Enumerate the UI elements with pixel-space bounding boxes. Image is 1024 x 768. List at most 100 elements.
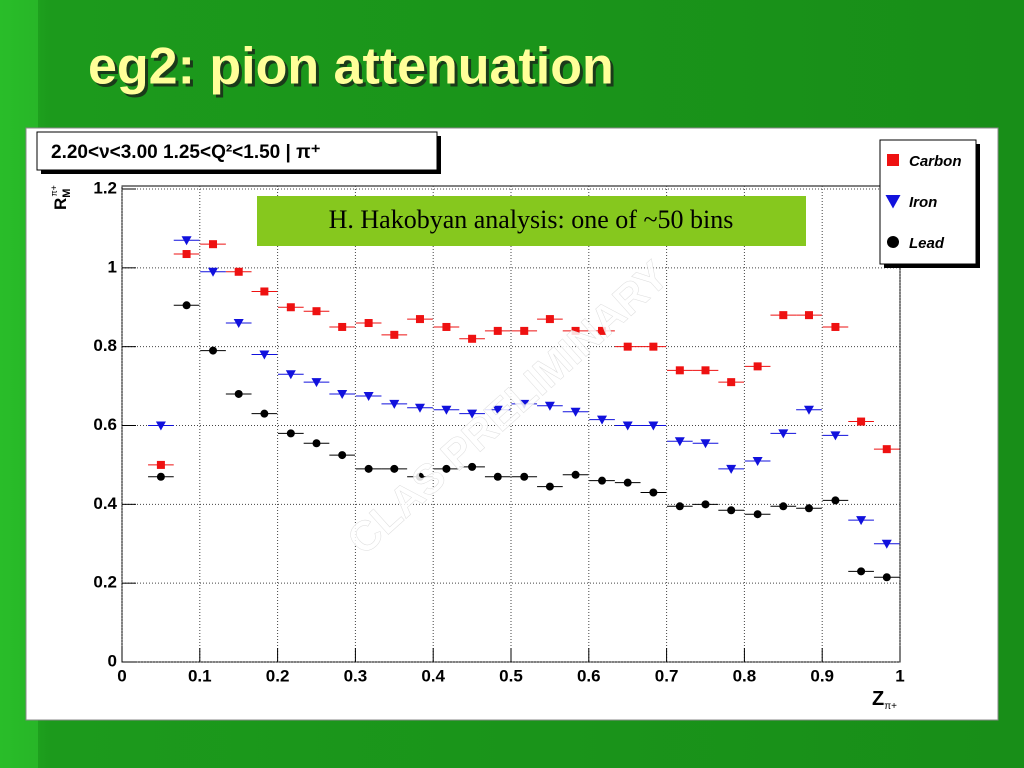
marker xyxy=(390,330,399,339)
marker xyxy=(209,346,218,355)
marker xyxy=(622,421,633,431)
marker xyxy=(597,415,608,425)
marker xyxy=(779,502,788,511)
marker xyxy=(752,456,763,466)
marker xyxy=(804,504,813,513)
marker xyxy=(570,407,581,417)
marker xyxy=(468,462,477,471)
marker xyxy=(830,431,841,441)
marker xyxy=(286,429,295,438)
marker xyxy=(571,326,580,335)
marker xyxy=(364,464,373,473)
marker xyxy=(468,334,477,343)
y-tick-label: 1.2 xyxy=(93,178,117,197)
x-tick-label: 1 xyxy=(895,666,904,685)
x-tick-label: 0.9 xyxy=(810,666,834,685)
legend-label: Carbon xyxy=(909,153,962,170)
marker xyxy=(415,472,424,481)
plot-layer xyxy=(121,186,901,663)
x-tick-label: 0.1 xyxy=(188,666,212,685)
marker xyxy=(701,500,710,509)
annotation-box xyxy=(257,196,806,246)
y-tick-label: 0.4 xyxy=(93,494,117,513)
marker xyxy=(492,405,503,415)
title-box xyxy=(36,131,438,171)
marker xyxy=(881,539,892,549)
marker xyxy=(156,472,165,481)
marker xyxy=(363,391,374,401)
legend-label: Lead xyxy=(909,235,945,252)
marker xyxy=(286,303,295,312)
marker xyxy=(415,315,424,324)
marker xyxy=(831,322,840,331)
marker xyxy=(545,482,554,491)
marker xyxy=(312,439,321,448)
chart-title: 2.20<ν<3.00 1.25<Q²<1.50 | π⁺ xyxy=(51,142,321,163)
x-tick-label: 0.8 xyxy=(733,666,757,685)
marker xyxy=(571,470,580,479)
marker xyxy=(182,250,191,259)
marker xyxy=(442,322,451,331)
marker xyxy=(493,472,502,481)
y-tick-label: 0.6 xyxy=(93,415,117,434)
marker xyxy=(882,573,891,582)
legend-label: Iron xyxy=(909,194,937,211)
marker xyxy=(233,319,244,329)
y-tick-label: 0 xyxy=(108,651,117,670)
marker xyxy=(623,342,632,351)
marker xyxy=(831,496,840,505)
marker xyxy=(467,409,478,419)
marker xyxy=(493,326,502,335)
x-tick-label: 0.7 xyxy=(655,666,679,685)
marker xyxy=(442,464,451,473)
x-label-sub: π+ xyxy=(884,701,897,712)
marker xyxy=(598,326,607,335)
x-tick-label: 0.3 xyxy=(344,666,368,685)
marker xyxy=(598,476,607,485)
marker xyxy=(181,236,192,246)
marker xyxy=(520,472,529,481)
marker xyxy=(803,405,814,415)
marker xyxy=(312,307,321,316)
marker xyxy=(856,516,867,526)
marker xyxy=(675,502,684,511)
marker xyxy=(726,464,737,474)
marker xyxy=(649,342,658,351)
marker xyxy=(887,236,899,248)
annotation: H. Hakobyan analysis: one of ~50 bins xyxy=(329,205,734,234)
marker xyxy=(364,319,373,328)
marker xyxy=(234,389,243,398)
x-label-base: Z xyxy=(872,688,884,710)
y-label-base: R xyxy=(51,198,70,210)
marker xyxy=(727,378,736,387)
marker xyxy=(338,451,347,460)
marker xyxy=(675,366,684,375)
marker xyxy=(389,399,400,409)
marker xyxy=(648,421,659,431)
marker xyxy=(260,287,269,296)
x-tick-label: 0.2 xyxy=(266,666,290,685)
y-tick-label: 1 xyxy=(108,257,117,276)
y-label-sup: π+ xyxy=(49,185,59,196)
marker xyxy=(285,370,296,380)
marker xyxy=(623,478,632,487)
y-axis-label: RMπ+ xyxy=(49,185,73,210)
marker xyxy=(208,267,219,277)
marker xyxy=(259,350,270,360)
x-tick-label: 0.5 xyxy=(499,666,523,685)
marker xyxy=(885,195,901,209)
marker xyxy=(260,409,269,418)
marker xyxy=(700,439,711,449)
marker xyxy=(545,315,554,324)
marker xyxy=(857,417,866,426)
slide-title: eg2: pion attenuation xyxy=(88,38,614,96)
y-tick-label: 0.2 xyxy=(93,573,117,592)
x-tick-label: 0.6 xyxy=(577,666,601,685)
marker xyxy=(778,429,789,439)
marker xyxy=(311,378,322,388)
marker xyxy=(519,399,530,409)
marker xyxy=(209,240,218,249)
marker xyxy=(337,389,348,399)
